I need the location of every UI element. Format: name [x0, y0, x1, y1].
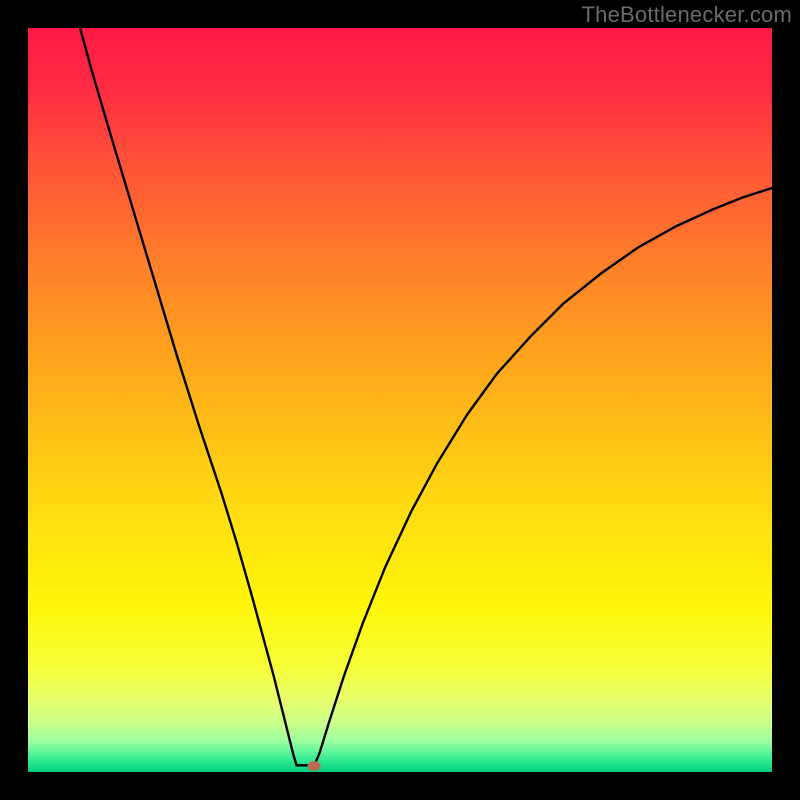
- chart-plot-area: [28, 28, 772, 772]
- watermark-text: TheBottlenecker.com: [582, 2, 792, 28]
- chart-curve: [28, 28, 772, 772]
- chart-marker-dot: [308, 761, 321, 771]
